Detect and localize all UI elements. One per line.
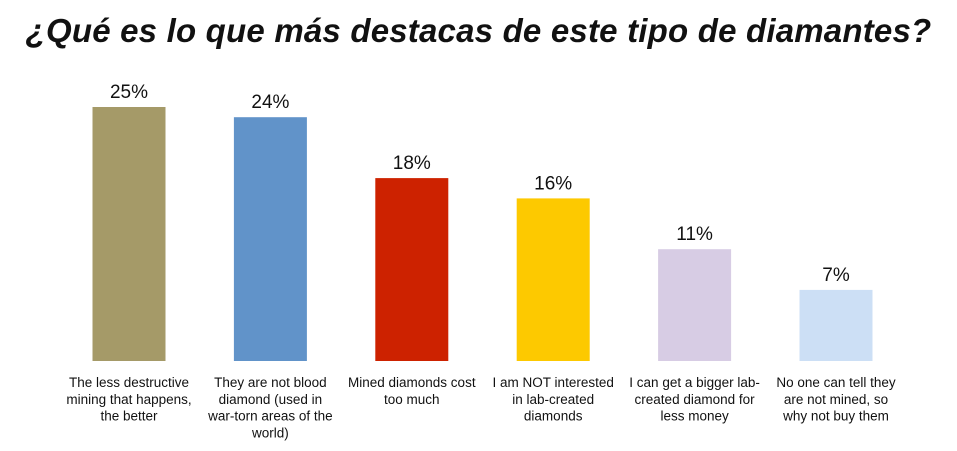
category-label-6: No one can tell they are not mined, so why… <box>776 375 896 424</box>
category-label-line: diamond (used in <box>219 392 323 407</box>
category-label-line: why not buy them <box>782 409 889 424</box>
category-label-line: created diamond for <box>635 392 756 407</box>
category-label-line: No one can tell they <box>776 375 896 390</box>
bar-3 <box>375 178 449 361</box>
bar-value-label-6: 7% <box>822 265 850 286</box>
category-label-2: They are not blood diamond (used in war-to… <box>207 375 333 440</box>
chart-title: ¿Qué es lo que más destacas de este tipo… <box>25 12 932 49</box>
category-label-3: Mined diamonds cost too much <box>348 375 476 407</box>
category-label-line: The less destructive <box>69 375 189 390</box>
category-label-line: less money <box>660 409 729 424</box>
category-label-4: I am NOT interested in lab-created diamond… <box>493 375 614 424</box>
category-label-line: diamonds <box>524 409 583 424</box>
category-label-line: too much <box>384 392 440 407</box>
category-label-line: the better <box>100 409 158 424</box>
bar-value-label-2: 24% <box>251 92 289 113</box>
category-label-line: I am NOT interested <box>493 375 614 390</box>
category-label-line: war-torn areas of the <box>207 409 333 424</box>
bar-value-label-4: 16% <box>534 173 572 194</box>
category-label-5: I can get a bigger lab-created diamond f… <box>629 375 760 424</box>
category-label-line: are not mined, so <box>784 392 888 407</box>
category-label-line: I can get a bigger lab- <box>629 375 760 390</box>
bars-layer <box>92 107 873 361</box>
bar-4 <box>516 198 590 361</box>
bar-value-label-3: 18% <box>393 153 431 174</box>
category-labels-layer: The less destructive mining that happens,… <box>66 375 896 440</box>
bar-6 <box>799 289 873 361</box>
category-label-1: The less destructive mining that happens,… <box>66 375 191 424</box>
bar-2 <box>233 117 307 361</box>
bar-5 <box>658 249 732 361</box>
category-label-line: Mined diamonds cost <box>348 375 476 390</box>
bar-value-label-5: 11% <box>676 224 713 245</box>
category-label-line: in lab-created <box>512 392 594 407</box>
category-label-line: world) <box>251 425 289 440</box>
category-label-line: They are not blood <box>214 375 327 390</box>
bar-value-label-1: 25% <box>110 82 148 103</box>
bar-1 <box>92 107 166 361</box>
category-label-line: mining that happens, <box>66 392 191 407</box>
value-labels-layer: 25% 24% 18% 16% 11% 7% <box>110 82 850 286</box>
